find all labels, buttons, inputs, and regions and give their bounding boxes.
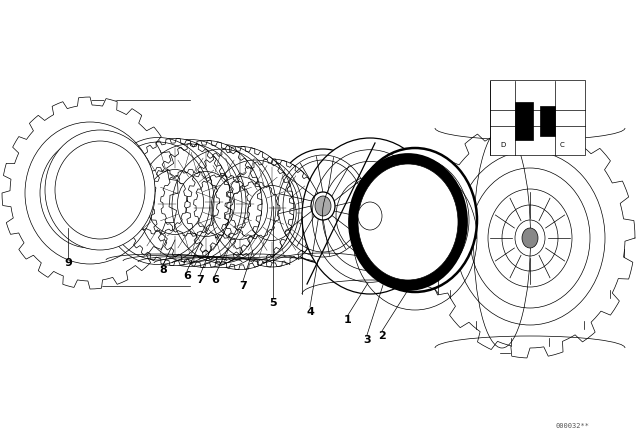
Ellipse shape <box>119 138 231 266</box>
Ellipse shape <box>134 139 246 267</box>
Ellipse shape <box>207 156 303 264</box>
Text: 6: 6 <box>211 275 219 285</box>
Ellipse shape <box>311 192 335 220</box>
FancyBboxPatch shape <box>490 80 585 155</box>
Text: 1: 1 <box>344 315 352 325</box>
Text: 6: 6 <box>183 271 191 281</box>
Bar <box>515 102 533 140</box>
Polygon shape <box>2 97 178 289</box>
Ellipse shape <box>102 138 214 264</box>
Ellipse shape <box>55 141 145 239</box>
Ellipse shape <box>273 149 373 263</box>
Text: 8: 8 <box>159 265 167 275</box>
Bar <box>540 106 555 136</box>
Ellipse shape <box>302 138 438 294</box>
Polygon shape <box>425 118 635 358</box>
Text: 4: 4 <box>306 307 314 317</box>
Ellipse shape <box>522 228 538 248</box>
Text: D: D <box>500 142 505 148</box>
Ellipse shape <box>358 202 382 230</box>
Text: 9: 9 <box>64 258 72 268</box>
Ellipse shape <box>315 196 331 216</box>
Ellipse shape <box>168 144 276 267</box>
Ellipse shape <box>82 184 98 202</box>
Text: C: C <box>560 142 564 148</box>
Ellipse shape <box>186 146 294 270</box>
Text: 2: 2 <box>378 331 386 341</box>
Text: 7: 7 <box>196 275 204 285</box>
Ellipse shape <box>150 141 262 267</box>
Ellipse shape <box>358 164 458 280</box>
Text: 5: 5 <box>269 298 277 308</box>
Text: 3: 3 <box>363 335 371 345</box>
Ellipse shape <box>225 159 319 267</box>
Ellipse shape <box>353 148 477 292</box>
Ellipse shape <box>350 155 466 289</box>
Text: 000032**: 000032** <box>555 423 589 429</box>
Ellipse shape <box>45 130 155 250</box>
Text: 7: 7 <box>239 281 247 291</box>
